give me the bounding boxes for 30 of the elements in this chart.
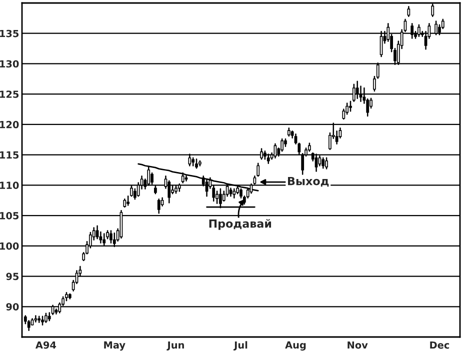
- candlestick: [322, 157, 325, 169]
- y-tick-label: 130: [0, 60, 19, 68]
- x-tick-label: Jun: [166, 341, 184, 350]
- candlestick: [370, 98, 372, 109]
- y-tick-label: 125: [0, 90, 19, 98]
- annotation: Продавай: [209, 219, 272, 230]
- candlestick: [232, 188, 236, 199]
- candlestick: [44, 312, 48, 324]
- y-tick-label: 105: [0, 212, 19, 220]
- candlestick: [110, 230, 112, 244]
- y-tick-label: 110: [0, 182, 19, 190]
- candlestick: [34, 315, 38, 322]
- y-tick-label: 100: [0, 242, 19, 250]
- y-tick-label: 95: [6, 272, 19, 280]
- candlestick: [325, 157, 328, 170]
- y-tick-label: 90: [6, 303, 19, 310]
- x-tick-label: Nov: [348, 341, 368, 349]
- x-tick-label: Jul: [234, 341, 248, 350]
- x-tick-label: May: [104, 341, 126, 351]
- candlestick: [184, 175, 188, 182]
- candlestick: [349, 100, 352, 112]
- x-tick-label: A94: [35, 341, 56, 349]
- y-tick-label: 115: [0, 151, 19, 159]
- y-tick-label: 120: [0, 120, 19, 128]
- x-tick-label: Aug: [285, 341, 306, 351]
- annotation: Выход: [288, 176, 329, 187]
- candlestick: [195, 158, 198, 169]
- candlestick: [407, 6, 410, 17]
- y-tick-label: 135: [0, 30, 19, 38]
- x-tick-label: Dec: [430, 341, 450, 349]
